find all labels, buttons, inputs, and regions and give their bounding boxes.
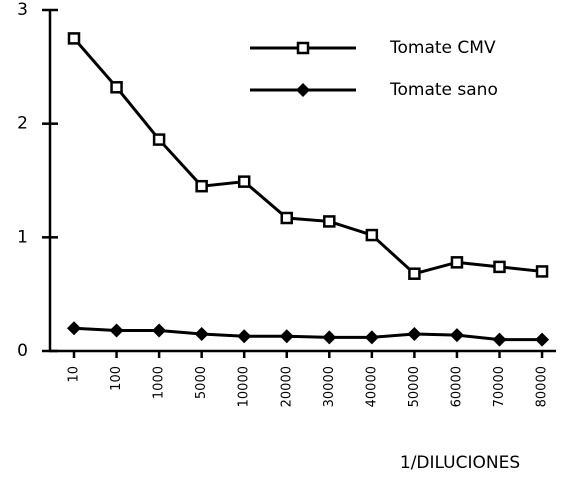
series-line (73, 326, 543, 342)
point (322, 330, 337, 345)
x-tick-label: 50000 (407, 366, 422, 407)
point (152, 323, 167, 338)
point (365, 228, 379, 242)
x-tick-label: 1000 (152, 366, 167, 399)
point (195, 179, 208, 193)
x-tick-label: 10000 (237, 366, 252, 407)
point (408, 267, 421, 280)
y-tick-label: 3 (17, 0, 28, 20)
y-tick-label: 2 (17, 114, 28, 134)
x-tick-label: 40000 (364, 366, 379, 407)
x-tick-label: 80000 (535, 366, 550, 407)
point (450, 256, 464, 269)
point (493, 260, 506, 274)
point (237, 175, 251, 188)
x-tick-label: 100 (109, 366, 124, 391)
point (449, 328, 464, 343)
x-tick-label: 10 (67, 366, 82, 383)
x-axis-label: 1/DILUCIONES (400, 453, 520, 473)
x-tick-label: 30000 (322, 366, 337, 407)
point (535, 332, 550, 347)
series-line (72, 37, 543, 276)
x-tick-label: 70000 (492, 366, 507, 407)
point (237, 329, 252, 344)
point (67, 321, 81, 336)
point (535, 265, 549, 278)
x-tick-label: 20000 (279, 366, 294, 407)
legend-marker (296, 83, 310, 97)
point (323, 215, 336, 228)
legend-marker (296, 41, 310, 55)
point (194, 326, 209, 341)
point (110, 81, 123, 94)
point (109, 323, 124, 338)
y-tick-label: 0 (17, 341, 28, 361)
legend-label: Tomate sano (389, 80, 498, 100)
point (280, 211, 293, 225)
point (364, 330, 379, 345)
point (67, 32, 81, 45)
x-tick-label: 5000 (194, 366, 209, 399)
point (407, 326, 422, 341)
point (279, 329, 294, 344)
x-tick-label: 60000 (449, 366, 464, 407)
point (152, 133, 166, 146)
point (492, 332, 507, 347)
legend-label: Tomate CMV (389, 38, 496, 58)
y-tick-label: 1 (17, 227, 28, 247)
